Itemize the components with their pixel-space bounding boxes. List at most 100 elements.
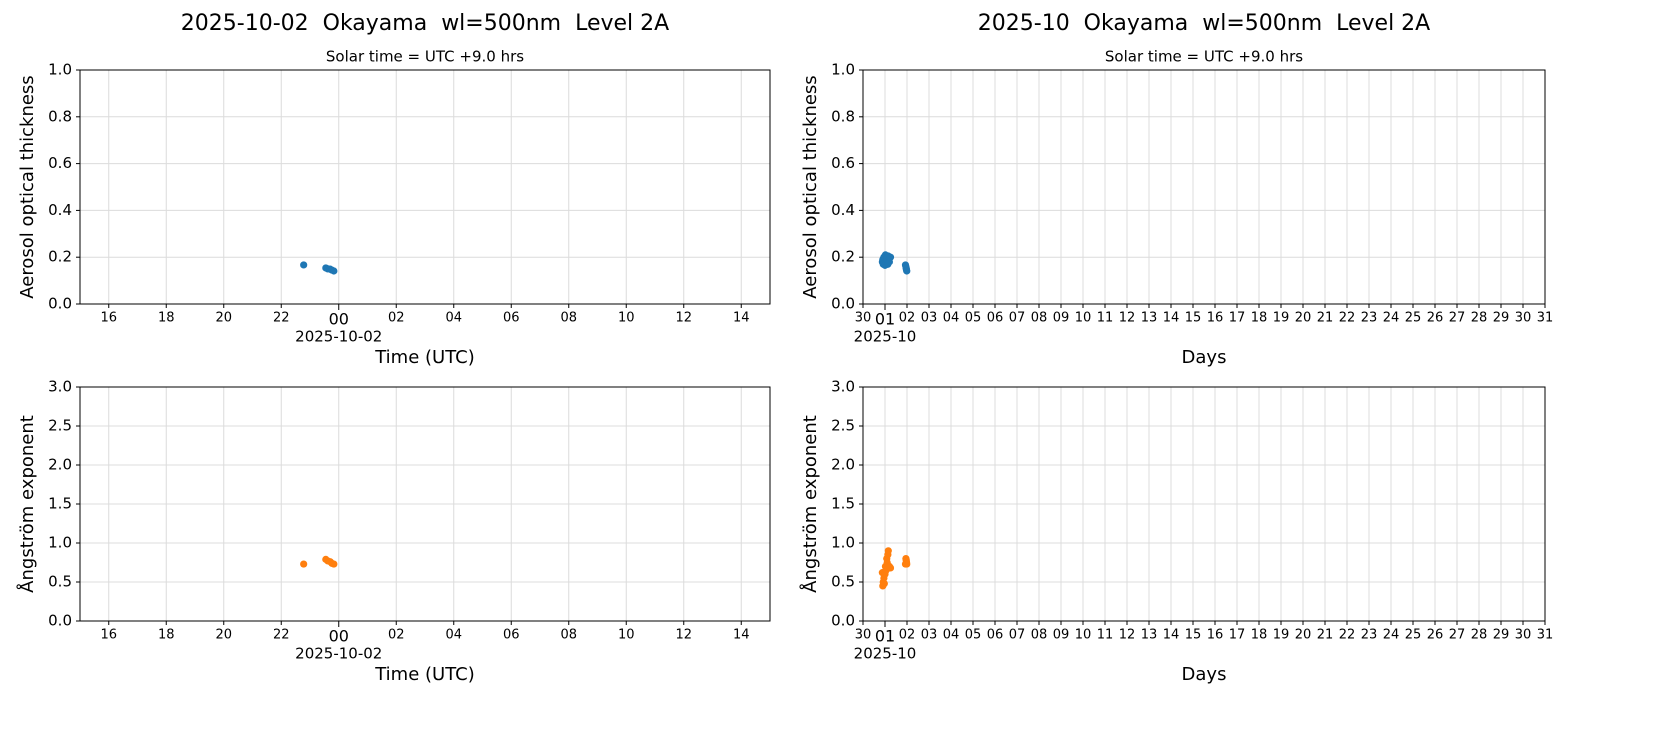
x-tick-label: 18: [1251, 628, 1268, 643]
x-tick-label: 04: [445, 628, 462, 643]
x-tick-label: 04: [445, 311, 462, 326]
x-tick-label: 08: [1031, 628, 1048, 643]
x-tick-label: 25: [1405, 311, 1422, 326]
y-axis-label: Ångström exponent: [16, 415, 38, 593]
data-point: [884, 547, 892, 555]
x-tick-label: 18: [158, 628, 175, 643]
y-tick-label: 0.0: [48, 295, 72, 313]
x-tick-label: 19: [1273, 628, 1290, 643]
x-tick-label: 22: [273, 628, 290, 643]
y-tick-label: 0.8: [831, 107, 855, 125]
chart-subtitle: Solar time = UTC +9.0 hrs: [326, 48, 524, 66]
x-tick-label: 02: [388, 628, 405, 643]
x-axis-label: Days: [1182, 347, 1227, 368]
x-tick-label: 28: [1471, 628, 1488, 643]
x-tick-label: 14: [733, 311, 750, 326]
y-tick-label: 1.0: [831, 534, 855, 552]
y-tick-label: 0.4: [831, 201, 855, 219]
x-tick-label: 20: [1295, 628, 1312, 643]
x-tick-label: 21: [1317, 628, 1334, 643]
x-tick-label: 03: [921, 628, 938, 643]
x-tick-label: 10: [1075, 311, 1092, 326]
data-point: [330, 267, 338, 275]
x-tick-label: 11: [1097, 628, 1114, 643]
data-point: [886, 564, 895, 572]
x-tick-label: 29: [1493, 628, 1510, 643]
x-tick-label: 14: [1163, 628, 1180, 643]
y-tick-label: 0.6: [48, 154, 72, 172]
data-point: [330, 560, 338, 568]
y-tick-label: 3.0: [48, 378, 72, 396]
x-axis-label: Days: [1182, 664, 1227, 685]
axes-frame: [79, 69, 771, 305]
x-tick-label: 06: [503, 311, 520, 326]
x-tick-label: 12: [1119, 311, 1136, 326]
x-tick-label: 20: [215, 311, 232, 326]
x-tick-label: 12: [675, 628, 692, 643]
chart-title: 2025-10 Okayama wl=500nm Level 2A: [978, 11, 1430, 36]
x-tick-label: 00: [329, 627, 349, 646]
x-tick-label: 14: [733, 628, 750, 643]
y-tick-label: 0.0: [831, 612, 855, 630]
x-tick-label: 30: [855, 311, 872, 326]
y-tick-label: 2.0: [48, 456, 72, 474]
data-point: [300, 261, 308, 269]
x-tick-label: 22: [1339, 628, 1356, 643]
y-tick-label: 0.5: [48, 573, 72, 591]
x-tick-label: 21: [1317, 311, 1334, 326]
x-tick-label: 27: [1449, 311, 1466, 326]
x-tick-label: 02: [899, 311, 916, 326]
x-tick-label: 02: [388, 311, 405, 326]
x-tick-label: 05: [965, 628, 982, 643]
y-tick-label: 1.0: [48, 534, 72, 552]
y-tick-label: 0.0: [831, 295, 855, 313]
y-tick-label: 0.2: [48, 248, 72, 266]
x-tick-label: 22: [1339, 311, 1356, 326]
x-tick-label: 25: [1405, 628, 1422, 643]
data-point: [903, 560, 911, 568]
data-point: [903, 267, 911, 275]
y-tick-label: 3.0: [831, 378, 855, 396]
x-tick-label: 28: [1471, 311, 1488, 326]
x-tick-label: 15: [1185, 311, 1202, 326]
x-tick-label: 11: [1097, 311, 1114, 326]
chart-subtitle: Solar time = UTC +9.0 hrs: [1105, 48, 1303, 66]
x-tick-label: 10: [1075, 628, 1092, 643]
x-tick-label: 30: [1515, 311, 1532, 326]
y-tick-label: 2.5: [831, 417, 855, 435]
x-tick-label: 08: [560, 628, 577, 643]
chart-title: 2025-10-02 Okayama wl=500nm Level 2A: [181, 11, 669, 36]
x-tick-label: 23: [1361, 628, 1378, 643]
y-tick-label: 1.5: [831, 495, 855, 513]
y-tick-label: 0.5: [831, 573, 855, 591]
x-tick-label: 07: [1009, 628, 1026, 643]
y-tick-label: 2.5: [48, 417, 72, 435]
x-axis-label: Time (UTC): [374, 347, 475, 368]
x-tick-label: 18: [158, 311, 175, 326]
y-tick-label: 0.2: [831, 248, 855, 266]
axes-frame: [862, 386, 1546, 622]
x-tick-label: 05: [965, 311, 982, 326]
data-point: [886, 253, 895, 261]
x-date-label: 2025-10-02: [295, 328, 382, 346]
x-tick-label: 12: [1119, 628, 1136, 643]
y-tick-label: 0.4: [48, 201, 72, 219]
y-tick-label: 2.0: [831, 456, 855, 474]
x-tick-label: 06: [987, 311, 1004, 326]
x-tick-label: 08: [1031, 311, 1048, 326]
y-axis-label: Aerosol optical thickness: [17, 75, 38, 298]
x-tick-label: 18: [1251, 311, 1268, 326]
x-tick-label: 08: [560, 311, 577, 326]
x-tick-label: 17: [1229, 628, 1246, 643]
x-tick-label: 30: [855, 628, 872, 643]
x-tick-label: 07: [1009, 311, 1026, 326]
x-date-label: 2025-10-02: [295, 645, 382, 663]
x-tick-label: 04: [943, 311, 960, 326]
y-axis-label: Ångström exponent: [799, 415, 821, 593]
x-tick-label: 20: [215, 628, 232, 643]
x-axis-label: Time (UTC): [374, 664, 475, 685]
x-tick-label: 26: [1427, 311, 1444, 326]
x-tick-label: 01: [875, 310, 895, 329]
x-tick-label: 16: [100, 311, 117, 326]
x-tick-label: 20: [1295, 311, 1312, 326]
